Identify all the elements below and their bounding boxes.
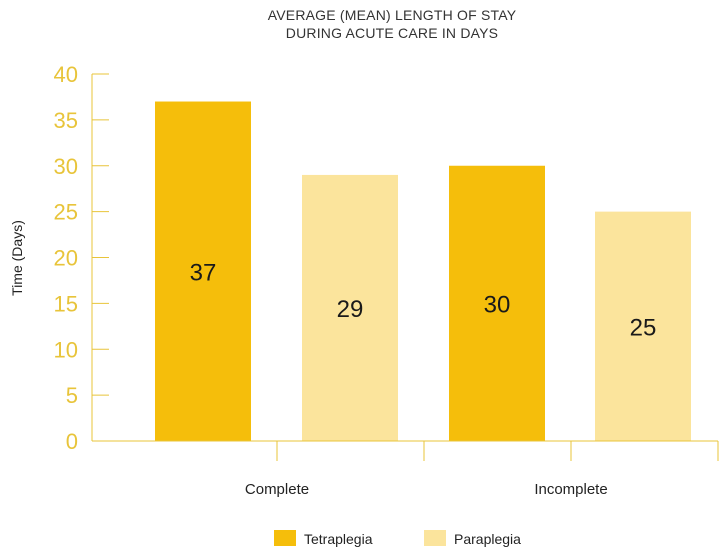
legend-label-tetraplegia: Tetraplegia: [304, 531, 373, 547]
y-tick-label: 35: [54, 108, 78, 133]
legend: Tetraplegia Paraplegia: [274, 530, 521, 547]
chart-title-line-1: AVERAGE (MEAN) LENGTH OF STAY: [268, 7, 517, 23]
bar-value-label: 30: [484, 291, 511, 318]
bar-value-label: 29: [337, 296, 364, 323]
y-axis: 0 5 10 15 20 25 30 35 40: [54, 62, 109, 454]
legend-swatch-tetraplegia: [274, 530, 296, 546]
y-axis-label: Time (Days): [9, 220, 25, 296]
y-tick-label: 0: [66, 429, 78, 454]
bars: 37 30 29 25: [155, 101, 691, 442]
bar-value-label: 37: [190, 259, 217, 286]
bar-value-label: 25: [630, 314, 657, 341]
y-tick-label: 25: [54, 200, 78, 225]
x-category-label: Complete: [245, 481, 309, 498]
bar: [155, 101, 251, 442]
y-tick-label: 15: [54, 291, 78, 316]
bar: [449, 165, 545, 441]
legend-label-paraplegia: Paraplegia: [454, 531, 521, 547]
legend-swatch-paraplegia: [424, 530, 446, 546]
y-tick-label: 40: [54, 62, 78, 87]
y-tick-label: 5: [66, 383, 78, 408]
bar: [595, 211, 691, 441]
x-axis: Complete Incomplete: [92, 440, 719, 498]
x-category-label: Incomplete: [534, 481, 607, 498]
y-tick-label: 10: [54, 337, 78, 362]
y-tick-label: 20: [54, 246, 78, 271]
chart-title-line-2: DURING ACUTE CARE IN DAYS: [286, 25, 498, 41]
bar: [302, 174, 398, 442]
y-tick-label: 30: [54, 154, 78, 179]
